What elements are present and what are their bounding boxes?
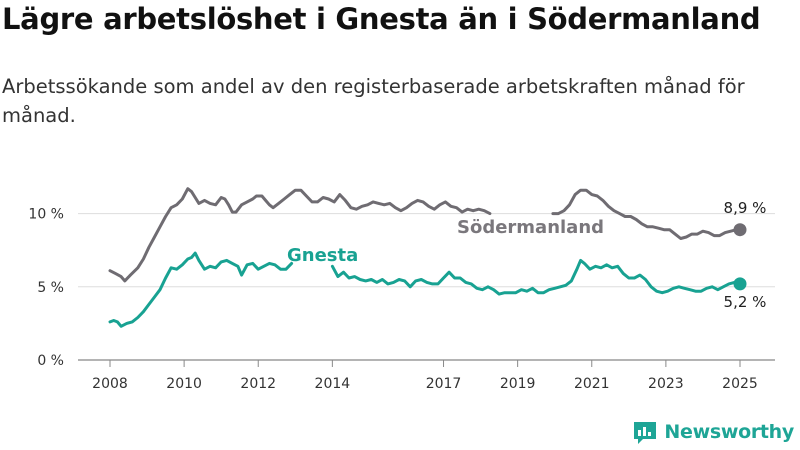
end-point-gnesta bbox=[733, 277, 747, 291]
end-value-sodermanland: 8,9 % bbox=[724, 199, 767, 217]
y-tick-label: 5 % bbox=[37, 280, 64, 296]
series-label-sodermanland: Södermanland bbox=[457, 217, 604, 238]
newsworthy-brand: Newsworthy bbox=[632, 419, 794, 445]
series-label-gnesta: Gnesta bbox=[287, 245, 358, 266]
brand-name: Newsworthy bbox=[664, 421, 794, 443]
x-tick-label: 2025 bbox=[722, 376, 758, 392]
x-tick-label: 2008 bbox=[92, 376, 128, 392]
end-value-gnesta: 5,2 % bbox=[724, 293, 767, 311]
y-axis-ticks: 0 % 5 % 10 % bbox=[28, 207, 64, 369]
x-tick-label: 2023 bbox=[648, 376, 684, 392]
x-tick-label: 2012 bbox=[240, 376, 276, 392]
x-tick-label: 2010 bbox=[166, 376, 202, 392]
x-tick-label: 2017 bbox=[426, 376, 462, 392]
x-tick-label: 2014 bbox=[315, 376, 351, 392]
chart-title: Lägre arbetslöshet i Gnesta än i Söderma… bbox=[2, 2, 761, 36]
grid-lines bbox=[78, 213, 775, 361]
series-line-sodermanland-0 bbox=[108, 187, 492, 283]
x-tick-label: 2019 bbox=[500, 376, 536, 392]
newsworthy-chart-logo-icon bbox=[634, 422, 657, 444]
series-line-gnesta-1 bbox=[330, 258, 742, 296]
series-line-gnesta-0 bbox=[108, 251, 294, 328]
series-line-sodermanland-1 bbox=[551, 188, 742, 240]
x-axis-ticks: 2008 2010 2012 2014 2017 2019 2021 2023 2025 bbox=[92, 360, 758, 392]
y-tick-label: 10 % bbox=[28, 207, 64, 223]
x-tick-label: 2021 bbox=[574, 376, 610, 392]
series-lines bbox=[108, 187, 747, 328]
y-tick-label: 0 % bbox=[37, 353, 64, 369]
chart-subtitle: Arbetssökande som andel av den registerb… bbox=[2, 75, 745, 127]
end-point-sodermanland bbox=[733, 223, 747, 237]
